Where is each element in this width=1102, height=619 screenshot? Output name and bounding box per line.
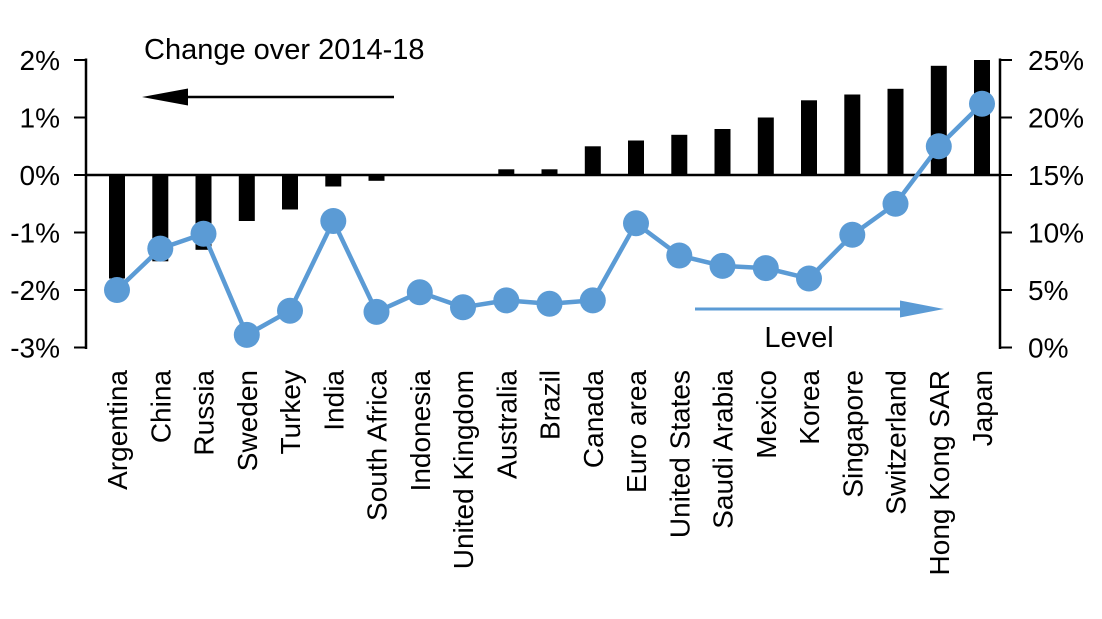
x-label-United Kingdom: United Kingdom bbox=[448, 370, 479, 569]
right-arrow-head bbox=[900, 300, 944, 318]
x-label-United States: United States bbox=[664, 370, 695, 538]
x-label-Singapore: Singapore bbox=[837, 370, 868, 498]
marker-Argentina bbox=[104, 277, 130, 303]
marker-Russia bbox=[190, 220, 217, 247]
marker-Australia bbox=[493, 287, 520, 314]
marker-Canada bbox=[579, 287, 606, 314]
marker-United States bbox=[666, 242, 693, 269]
x-label-China: China bbox=[145, 370, 176, 444]
bar-Brazil bbox=[541, 169, 558, 176]
x-label-India: India bbox=[318, 370, 349, 431]
x-label-Turkey: Turkey bbox=[275, 370, 306, 455]
marker-Saudi Arabia bbox=[709, 252, 736, 279]
marker-Brazil bbox=[536, 290, 563, 317]
bar-South Africa bbox=[368, 175, 385, 181]
marker-Indonesia bbox=[406, 279, 433, 306]
bar-Argentina bbox=[109, 175, 125, 279]
left-axis-tick-label: -2% bbox=[10, 275, 60, 306]
x-label-Canada: Canada bbox=[578, 370, 609, 469]
right-axis-tick-label: 20% bbox=[1028, 103, 1084, 134]
marker-Turkey bbox=[277, 297, 303, 324]
bar-Saudi Arabia bbox=[714, 129, 731, 175]
marker-Hong Kong SAR bbox=[925, 133, 952, 160]
x-label-Saudi Arabia: Saudi Arabia bbox=[708, 370, 739, 529]
x-label-South Africa: South Africa bbox=[362, 370, 393, 521]
marker-Switzerland bbox=[882, 190, 909, 217]
right-axis-tick-label: 25% bbox=[1028, 45, 1084, 76]
x-label-Hong Kong SAR: Hong Kong SAR bbox=[924, 370, 955, 575]
left-axis-tick-label: 2% bbox=[20, 45, 60, 76]
marker-Mexico bbox=[752, 255, 779, 282]
marker-Euro area bbox=[623, 210, 649, 237]
x-label-Australia: Australia bbox=[491, 370, 522, 479]
marker-Singapore bbox=[839, 221, 866, 248]
line-series-label: Level bbox=[764, 322, 834, 354]
bars-series-label: Change over 2014-18 bbox=[144, 34, 425, 66]
bar-Japan bbox=[974, 60, 990, 175]
marker-South Africa bbox=[363, 298, 390, 325]
right-axis-tick-label: 10% bbox=[1028, 218, 1084, 249]
bar-Korea bbox=[801, 100, 817, 176]
x-label-Brazil: Brazil bbox=[535, 370, 566, 440]
bar-Turkey bbox=[282, 175, 298, 210]
marker-United Kingdom bbox=[450, 294, 476, 321]
x-label-Korea: Korea bbox=[794, 370, 825, 445]
marker-China bbox=[147, 235, 174, 262]
right-axis-tick-label: 5% bbox=[1028, 275, 1068, 306]
x-label-Argentina: Argentina bbox=[102, 370, 133, 490]
x-label-Mexico: Mexico bbox=[751, 370, 782, 459]
x-label-Russia: Russia bbox=[189, 370, 220, 456]
bar-India bbox=[325, 175, 342, 187]
left-arrow-head bbox=[142, 88, 188, 106]
x-label-Sweden: Sweden bbox=[232, 370, 263, 471]
x-label-Switzerland: Switzerland bbox=[881, 370, 912, 515]
x-label-Euro area: Euro area bbox=[621, 370, 652, 493]
right-axis-tick-label: 0% bbox=[1028, 333, 1068, 364]
bar-Sweden bbox=[238, 175, 255, 221]
x-label-Indonesia: Indonesia bbox=[405, 370, 436, 492]
left-axis-tick-label: 1% bbox=[20, 103, 60, 134]
left-axis-tick-label: -3% bbox=[10, 333, 60, 364]
bar-Switzerland bbox=[887, 88, 904, 176]
marker-Korea bbox=[796, 265, 822, 292]
marker-India bbox=[320, 208, 347, 234]
bar-Mexico bbox=[757, 117, 774, 175]
marker-Sweden bbox=[233, 321, 260, 348]
left-axis-tick-label: 0% bbox=[20, 160, 60, 191]
x-label-Japan: Japan bbox=[967, 370, 998, 446]
right-axis-tick-label: 15% bbox=[1028, 160, 1084, 191]
marker-Japan bbox=[969, 90, 995, 117]
left-axis-tick-label: -1% bbox=[10, 218, 60, 249]
bar-United States bbox=[671, 134, 688, 176]
bar-Australia bbox=[498, 169, 515, 176]
bar-Euro area bbox=[628, 140, 644, 175]
bar-Canada bbox=[584, 146, 601, 176]
bar-Singapore bbox=[844, 94, 861, 175]
